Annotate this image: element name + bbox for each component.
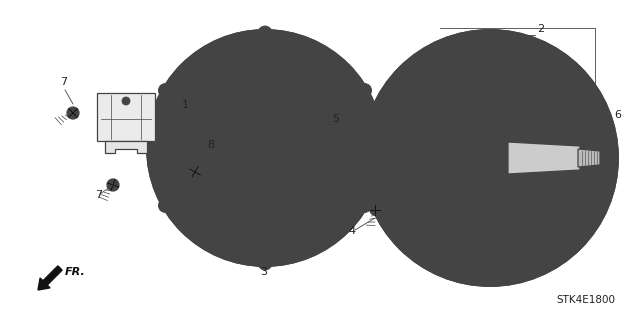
Circle shape: [344, 168, 352, 176]
Circle shape: [458, 126, 522, 190]
Circle shape: [243, 126, 287, 170]
FancyArrow shape: [38, 266, 62, 290]
Circle shape: [466, 134, 514, 182]
Circle shape: [229, 112, 301, 184]
Circle shape: [342, 85, 352, 96]
Circle shape: [358, 160, 369, 170]
Text: 4: 4: [348, 226, 355, 236]
Text: 2: 2: [537, 24, 544, 34]
Text: 3: 3: [260, 267, 267, 277]
Circle shape: [147, 30, 383, 266]
Text: STK4E1800: STK4E1800: [556, 295, 615, 305]
Text: 5: 5: [332, 114, 339, 124]
Circle shape: [378, 168, 386, 176]
Circle shape: [351, 141, 379, 169]
Circle shape: [203, 61, 212, 71]
Circle shape: [361, 175, 369, 183]
Circle shape: [317, 225, 327, 235]
Circle shape: [189, 166, 201, 178]
Circle shape: [251, 134, 279, 162]
Text: 8: 8: [207, 140, 214, 150]
Circle shape: [234, 86, 244, 97]
Text: 7: 7: [95, 190, 102, 200]
Circle shape: [378, 134, 386, 142]
Circle shape: [107, 179, 119, 191]
Circle shape: [67, 107, 79, 119]
Text: FR.: FR.: [65, 267, 86, 277]
Circle shape: [357, 147, 373, 163]
Circle shape: [321, 148, 332, 159]
Text: 6: 6: [614, 110, 621, 120]
Polygon shape: [105, 141, 147, 153]
Circle shape: [221, 104, 309, 192]
Circle shape: [358, 84, 372, 98]
Circle shape: [243, 241, 253, 251]
Circle shape: [258, 256, 272, 270]
Text: 1: 1: [182, 100, 189, 110]
Circle shape: [344, 134, 352, 142]
Circle shape: [122, 97, 130, 105]
Circle shape: [327, 117, 403, 193]
Circle shape: [295, 92, 306, 103]
Circle shape: [370, 205, 380, 215]
Polygon shape: [508, 142, 580, 174]
Circle shape: [385, 151, 393, 159]
Circle shape: [285, 199, 297, 210]
Circle shape: [362, 30, 618, 286]
Circle shape: [224, 193, 235, 204]
Circle shape: [178, 200, 188, 210]
Circle shape: [337, 151, 345, 159]
Text: 7: 7: [60, 77, 67, 87]
Polygon shape: [578, 149, 600, 167]
Bar: [97, 93, 155, 141]
Circle shape: [358, 198, 372, 212]
Circle shape: [258, 26, 272, 40]
Circle shape: [159, 84, 172, 98]
Circle shape: [159, 198, 172, 212]
Circle shape: [277, 45, 287, 55]
Circle shape: [361, 127, 369, 135]
Circle shape: [198, 137, 209, 148]
Circle shape: [161, 126, 172, 136]
